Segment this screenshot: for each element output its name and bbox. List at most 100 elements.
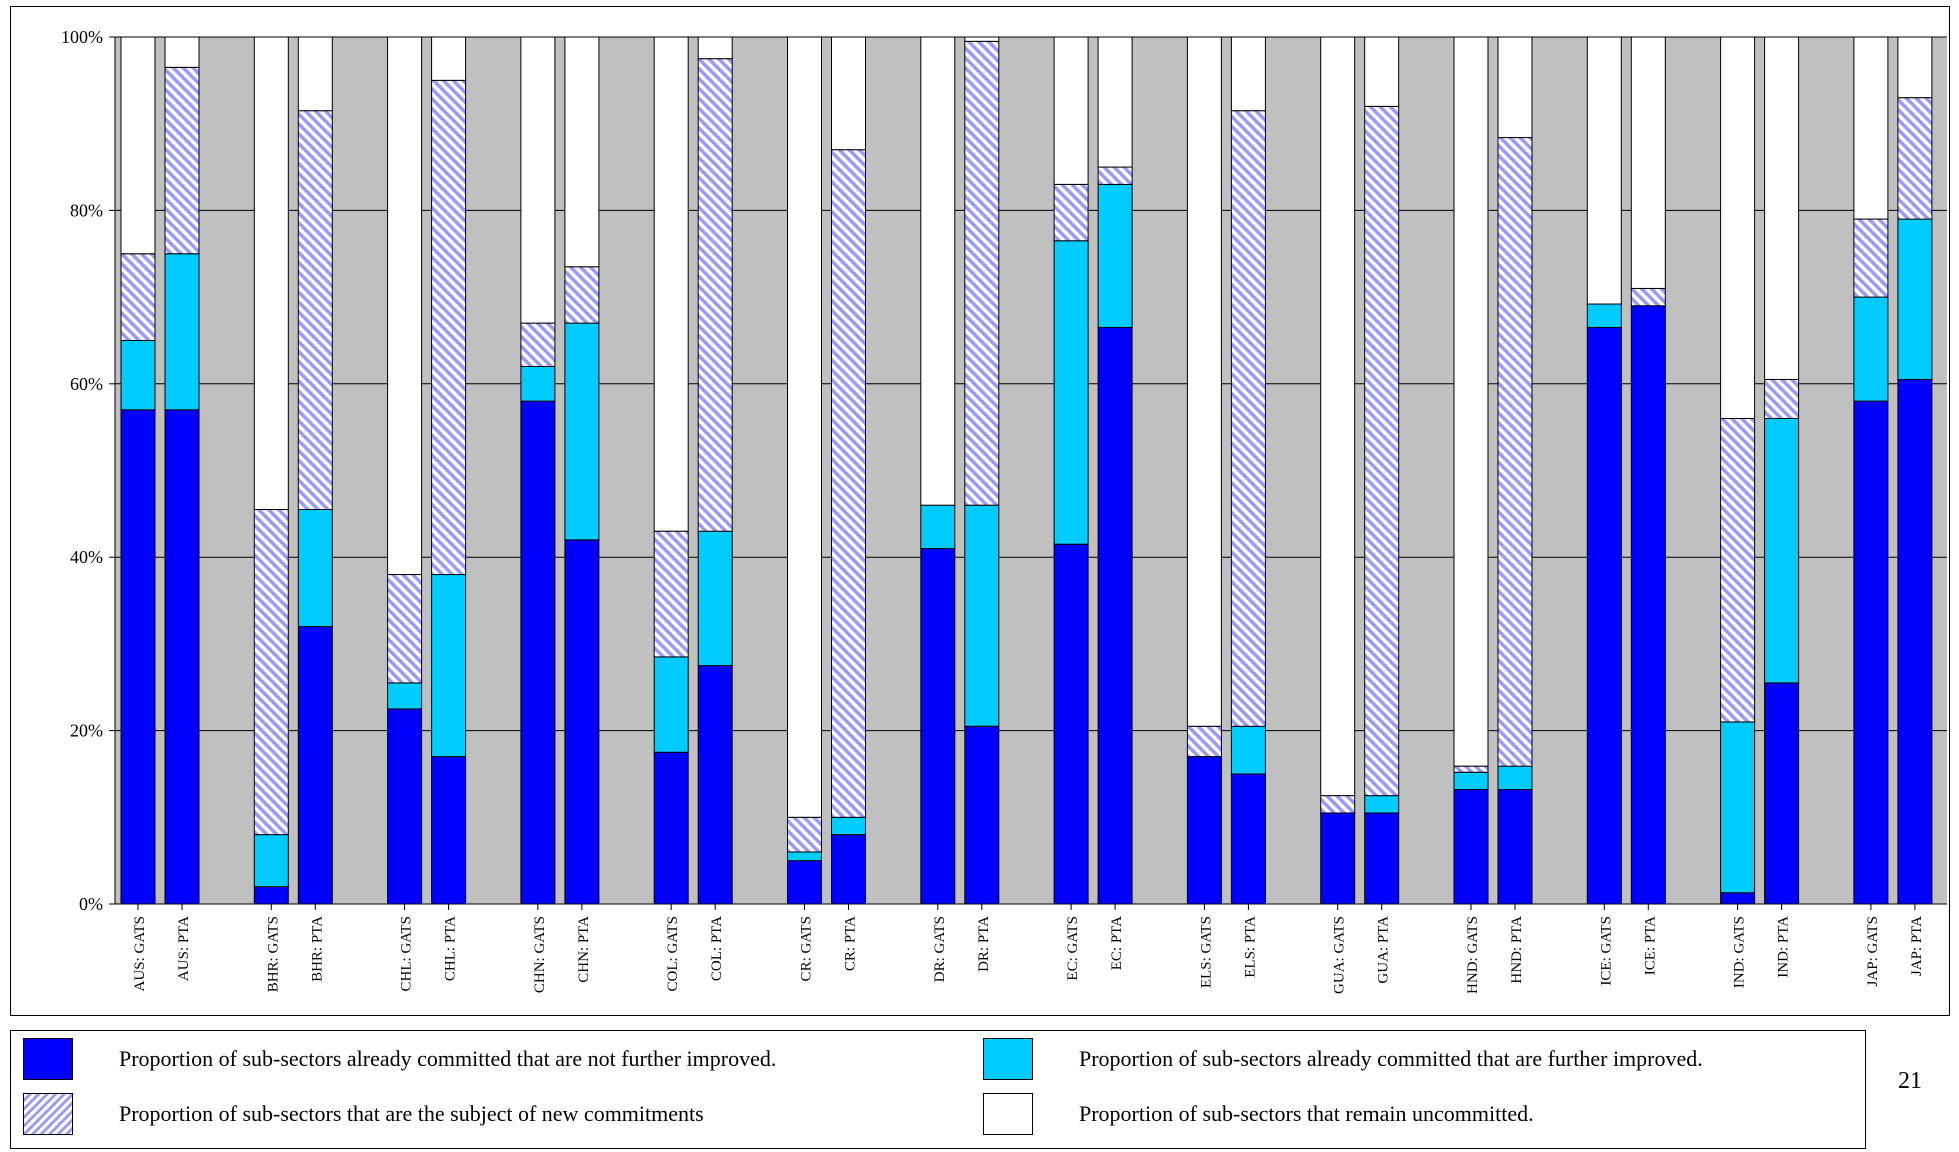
bar-segment-series-1 <box>253 886 289 905</box>
bar-segment-series-4 <box>1853 36 1889 220</box>
bar-segment-series-3 <box>564 266 600 324</box>
y-tick-label: 40% <box>70 547 103 567</box>
bar-segment-series-3 <box>1630 287 1666 307</box>
legend-label: Proportion of sub-sectors already commit… <box>1079 1046 1703 1071</box>
bar-segment-series-2 <box>1586 303 1622 328</box>
bar-segment-series-4 <box>1720 36 1756 419</box>
bar-segment-series-3 <box>831 149 866 818</box>
bar-segment-series-3 <box>1364 105 1400 797</box>
legend-swatch-dark-blue <box>23 1038 73 1080</box>
y-tick-label: 80% <box>70 200 103 220</box>
bar-segment-series-3 <box>1720 417 1756 723</box>
x-tick-label: BHR: PTA <box>309 916 325 982</box>
x-tick-label: CHL: PTA <box>443 916 459 981</box>
stacked-bar-chart: 0% 20% 40% 60% 80% 100% AUS: GATS AUS: PTA BHR: … <box>61 27 1947 994</box>
bar-segment-series-1 <box>431 756 467 905</box>
bar-segment-series-1 <box>920 548 956 905</box>
bar-segment-series-1 <box>653 751 689 905</box>
x-tick-label: ELS: PTA <box>1242 916 1258 978</box>
bar-segment-series-1 <box>1097 326 1133 905</box>
bar-segment-series-1 <box>297 626 333 905</box>
bar-segment-series-3 <box>1320 795 1356 814</box>
x-tick-label: EC: GATS <box>1065 916 1081 981</box>
bar-segment-series-3 <box>697 58 733 532</box>
x-tick-label: CHN: PTA <box>576 916 592 983</box>
bar-segment-series-2 <box>653 656 689 753</box>
bar-segment-series-1 <box>831 834 866 905</box>
bar-segment-series-3 <box>120 253 156 341</box>
bar-segment-series-4 <box>1364 36 1400 107</box>
x-tick-label: CHN: GATS <box>532 916 548 993</box>
bar-segment-series-3 <box>1853 218 1889 298</box>
bar-segment-series-1 <box>1453 789 1489 905</box>
bar-segment-series-2 <box>1097 183 1133 328</box>
legend-item-further-improved: Proportion of sub-sectors already commit… <box>983 1036 1703 1082</box>
x-tick-label: DR: PTA <box>976 916 992 972</box>
bar-segment-series-1 <box>1764 682 1800 905</box>
bar-segment-series-1 <box>120 409 156 905</box>
bar-segment-series-1 <box>1720 892 1756 905</box>
bar-segment-series-4 <box>1897 36 1933 99</box>
bar-segment-series-1 <box>1230 773 1266 905</box>
bar-segment-series-1 <box>1630 305 1666 905</box>
page-number: 21 <box>1898 1068 1922 1094</box>
bar-segment-series-4 <box>1320 36 1356 797</box>
chart-frame: 0% 20% 40% 60% 80% 100% AUS: GATS AUS: PTA BHR: … <box>10 6 1950 1016</box>
legend-label: Proportion of sub-sectors already commit… <box>119 1046 777 1071</box>
bar-segment-series-2 <box>1720 721 1756 894</box>
bar-segment-series-1 <box>520 400 556 905</box>
bar-segment-series-2 <box>1853 296 1889 402</box>
x-tick-label: DR: GATS <box>932 916 948 982</box>
bar-segment-series-2 <box>831 816 866 836</box>
legend: Proportion of sub-sectors already commit… <box>10 1030 1866 1149</box>
legend-item-not-improved: Proportion of sub-sectors already commit… <box>23 1036 776 1082</box>
bar-segment-series-4 <box>831 36 866 151</box>
bar-segment-series-2 <box>253 834 289 888</box>
bar-segment-series-3 <box>431 79 467 576</box>
x-tick-label: COL: GATS <box>665 916 681 991</box>
bar-segment-series-4 <box>1586 36 1622 305</box>
x-tick-label: HND: GATS <box>1465 916 1481 994</box>
bar-segment-series-1 <box>1053 543 1089 905</box>
bar-segment-series-3 <box>1186 725 1222 758</box>
bar-segment-series-4 <box>120 36 156 255</box>
x-tick-label: ICE: PTA <box>1642 916 1658 975</box>
bar-segment-series-3 <box>1097 166 1133 185</box>
bar-segment-series-3 <box>164 66 200 255</box>
bar-segment-series-4 <box>653 36 689 532</box>
bar-segment-series-4 <box>964 36 1000 42</box>
legend-label: Proportion of sub-sectors that remain un… <box>1079 1101 1534 1126</box>
y-tick-label: 0% <box>79 894 103 914</box>
bar-segment-series-2 <box>697 530 733 667</box>
bar-segment-series-1 <box>1364 812 1400 905</box>
x-tick-label: CR: PTA <box>843 916 859 971</box>
bar-segment-series-2 <box>1497 765 1533 791</box>
bar-segment-series-4 <box>1453 36 1489 767</box>
x-tick-label: GUA: GATS <box>1332 916 1348 994</box>
bar-segment-series-2 <box>1764 417 1800 684</box>
bar-segment-series-3 <box>1897 97 1933 220</box>
x-tick-label: JAP: GATS <box>1865 916 1881 986</box>
bar-segment-series-4 <box>1497 36 1533 139</box>
x-tick-label: JAP: PTA <box>1909 916 1925 976</box>
y-tick-label: 60% <box>70 374 103 394</box>
bar-segment-series-3 <box>253 509 289 836</box>
x-tick-label: IND: GATS <box>1732 916 1748 988</box>
bar-segment-series-4 <box>1053 36 1089 185</box>
x-tick-label: GUA: PTA <box>1376 916 1392 984</box>
bar-segment-series-3 <box>520 322 556 367</box>
bar-segment-series-4 <box>253 36 289 511</box>
bar-segment-series-4 <box>697 36 733 60</box>
bar-segment-series-2 <box>387 682 423 710</box>
x-tick-label: CR: GATS <box>799 916 815 981</box>
x-tick-label: ICE: GATS <box>1598 916 1614 986</box>
bar-segment-series-4 <box>1186 36 1222 727</box>
bar-segment-series-2 <box>1897 218 1933 380</box>
bar-segment-series-4 <box>1097 36 1133 168</box>
bar-segment-series-4 <box>564 36 600 268</box>
legend-item-new-commitments: Proportion of sub-sectors that are the s… <box>23 1091 704 1137</box>
bar-segment-series-2 <box>297 509 333 628</box>
bar-segment-series-3 <box>653 530 689 658</box>
y-tick-label: 100% <box>61 27 103 47</box>
bar-segment-series-3 <box>964 40 1000 506</box>
